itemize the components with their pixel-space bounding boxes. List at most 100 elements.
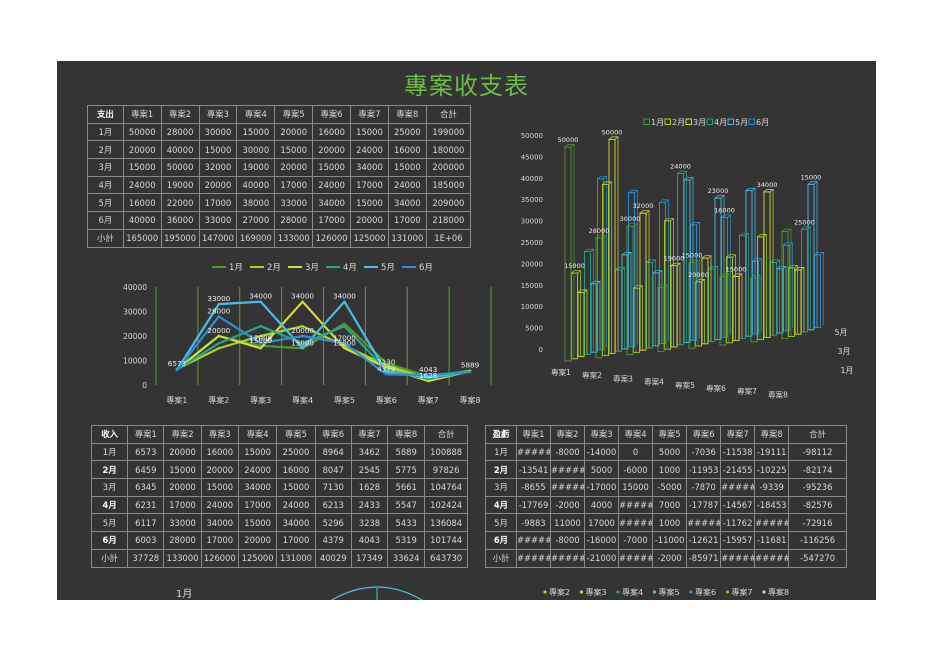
table-cell: 3462 (350, 442, 389, 462)
data-label: 28000 (207, 306, 230, 315)
table-cell: 40000 (122, 211, 162, 230)
table-cell: 20000 (237, 531, 278, 550)
legend-label: 專案3 (586, 587, 607, 597)
legend-label: 專案2 (549, 587, 570, 597)
table-cell: 0 (618, 442, 654, 462)
table-cell: 102424 (424, 495, 468, 515)
x-tick-label: 專案3 (613, 373, 633, 383)
y-tick-label: 25000 (521, 239, 543, 247)
table-cell: 3238 (350, 513, 389, 533)
table-cell: 15000 (276, 478, 316, 497)
legend-label: 3月 (693, 118, 706, 127)
y-tick-label: 30000 (521, 218, 543, 226)
y-tick-label: 35000 (521, 196, 543, 204)
data-point (301, 342, 304, 345)
table-cell: 4000 (583, 495, 620, 515)
y-tick-label: 45000 (521, 153, 543, 161)
income-line-chart: 1月 2月 3月 4月 5月 6月 0 10000 20000 30000 40000 專案1 專案2 專… (123, 263, 492, 405)
table-row: 2月 -13541 ##### 5000 -6000 1000 -11953 -21455 -1… (485, 460, 847, 480)
data-label: 20000 (688, 271, 709, 279)
legend-label: 6月 (419, 263, 433, 273)
table-cell: 24000 (276, 495, 316, 515)
table-header-cell: 支出 (87, 105, 124, 124)
legend-label: 3月 (305, 263, 319, 273)
legend-label: 1月 (229, 263, 243, 273)
x-tick-label: 專案7 (737, 386, 757, 396)
table-cell: 6月 (87, 211, 124, 230)
table-cell: 5433 (387, 513, 426, 533)
data-point (217, 347, 221, 350)
depth-axis-label: 3月 (837, 347, 850, 356)
profit-table: 盈虧 專案1 專案2 專案3 專案4 專案5 專案6 專案7 專案8 合計 1月 ##### -8000… (485, 425, 847, 568)
pie-edge (330, 586, 424, 600)
table-cell: 136084 (424, 513, 468, 533)
table-cell: 1E+06 (425, 228, 472, 248)
bar (584, 251, 591, 355)
table-cell: 6213 (314, 495, 352, 515)
legend-swatch (762, 590, 766, 594)
legend-label: 2月 (672, 118, 685, 127)
data-label: 32000 (633, 202, 654, 210)
data-label: 15000 (564, 262, 585, 270)
data-point (343, 342, 346, 345)
bar (646, 261, 653, 349)
data-point (301, 347, 304, 350)
table-cell: 200000 (425, 158, 472, 177)
table-cell: ##### (754, 548, 790, 568)
bar (615, 269, 622, 352)
data-label: 15000 (291, 338, 314, 347)
table-cell: 185000 (425, 175, 472, 195)
table-header-cell: 專案7 (350, 425, 389, 444)
table-cell: -13541 (515, 460, 551, 480)
table-cell: 17000 (387, 211, 427, 230)
table-cell: -12621 (686, 531, 722, 550)
legend-label: 2月 (267, 263, 281, 273)
table-cell: 小計 (90, 548, 129, 568)
table-cell: 16000 (387, 140, 427, 160)
legend-swatch (748, 118, 755, 125)
table-cell: 40000 (236, 175, 276, 195)
legend-swatch (643, 118, 650, 125)
table-cell: 6月 (90, 531, 129, 550)
table-cell: 16000 (312, 122, 352, 142)
page-title: 專案收支表 (404, 72, 529, 100)
data-label: 6573 (168, 359, 186, 368)
bar (763, 191, 771, 338)
table-header-row: 收入 專案1 專案2 專案3 專案4 專案5 專案6 專案7 專案8 合計 (90, 425, 468, 444)
table-row: 3月 6345 20000 15000 34000 15000 7130 1628 5661 10… (90, 478, 468, 497)
table-cell: 3月 (485, 478, 517, 497)
table-cell: -19111 (754, 442, 790, 462)
table-cell: 25000 (387, 122, 427, 142)
data-point (217, 334, 221, 338)
pie-chart-partial (330, 586, 424, 600)
table-cell: 20000 (350, 211, 389, 230)
table-cell: 6345 (127, 478, 165, 497)
bar-top (745, 187, 756, 192)
bar (639, 212, 647, 351)
table-header-cell: 合計 (788, 425, 847, 444)
table-cell: 2545 (350, 460, 389, 480)
x-tick-label: 專案3 (250, 395, 271, 405)
y-tick-label: 40000 (521, 175, 543, 183)
table-header-cell: 專案2 (160, 105, 200, 124)
bar-top (738, 232, 750, 237)
data-point (468, 370, 472, 374)
table-cell: -82174 (788, 460, 847, 480)
table-cell: 1月 (87, 122, 124, 142)
x-tick-label: 專案7 (418, 395, 439, 405)
table-cell: 24000 (237, 460, 278, 480)
table-cell: 15000 (237, 513, 278, 533)
table-cell: 2433 (350, 495, 389, 515)
table-header-cell: 專案8 (754, 425, 790, 444)
x-tick-label: 專案4 (292, 395, 313, 405)
legend-label: 5月 (381, 263, 395, 273)
table-cell: ##### (618, 495, 654, 515)
table-cell: 5296 (314, 513, 352, 533)
legend-label: 4月 (714, 118, 727, 127)
table-cell: 20000 (163, 442, 202, 462)
table-cell: -547270 (788, 548, 847, 568)
bar (814, 254, 821, 329)
bar (794, 269, 802, 335)
table-cell: 20000 (312, 140, 352, 160)
bar (577, 291, 585, 358)
